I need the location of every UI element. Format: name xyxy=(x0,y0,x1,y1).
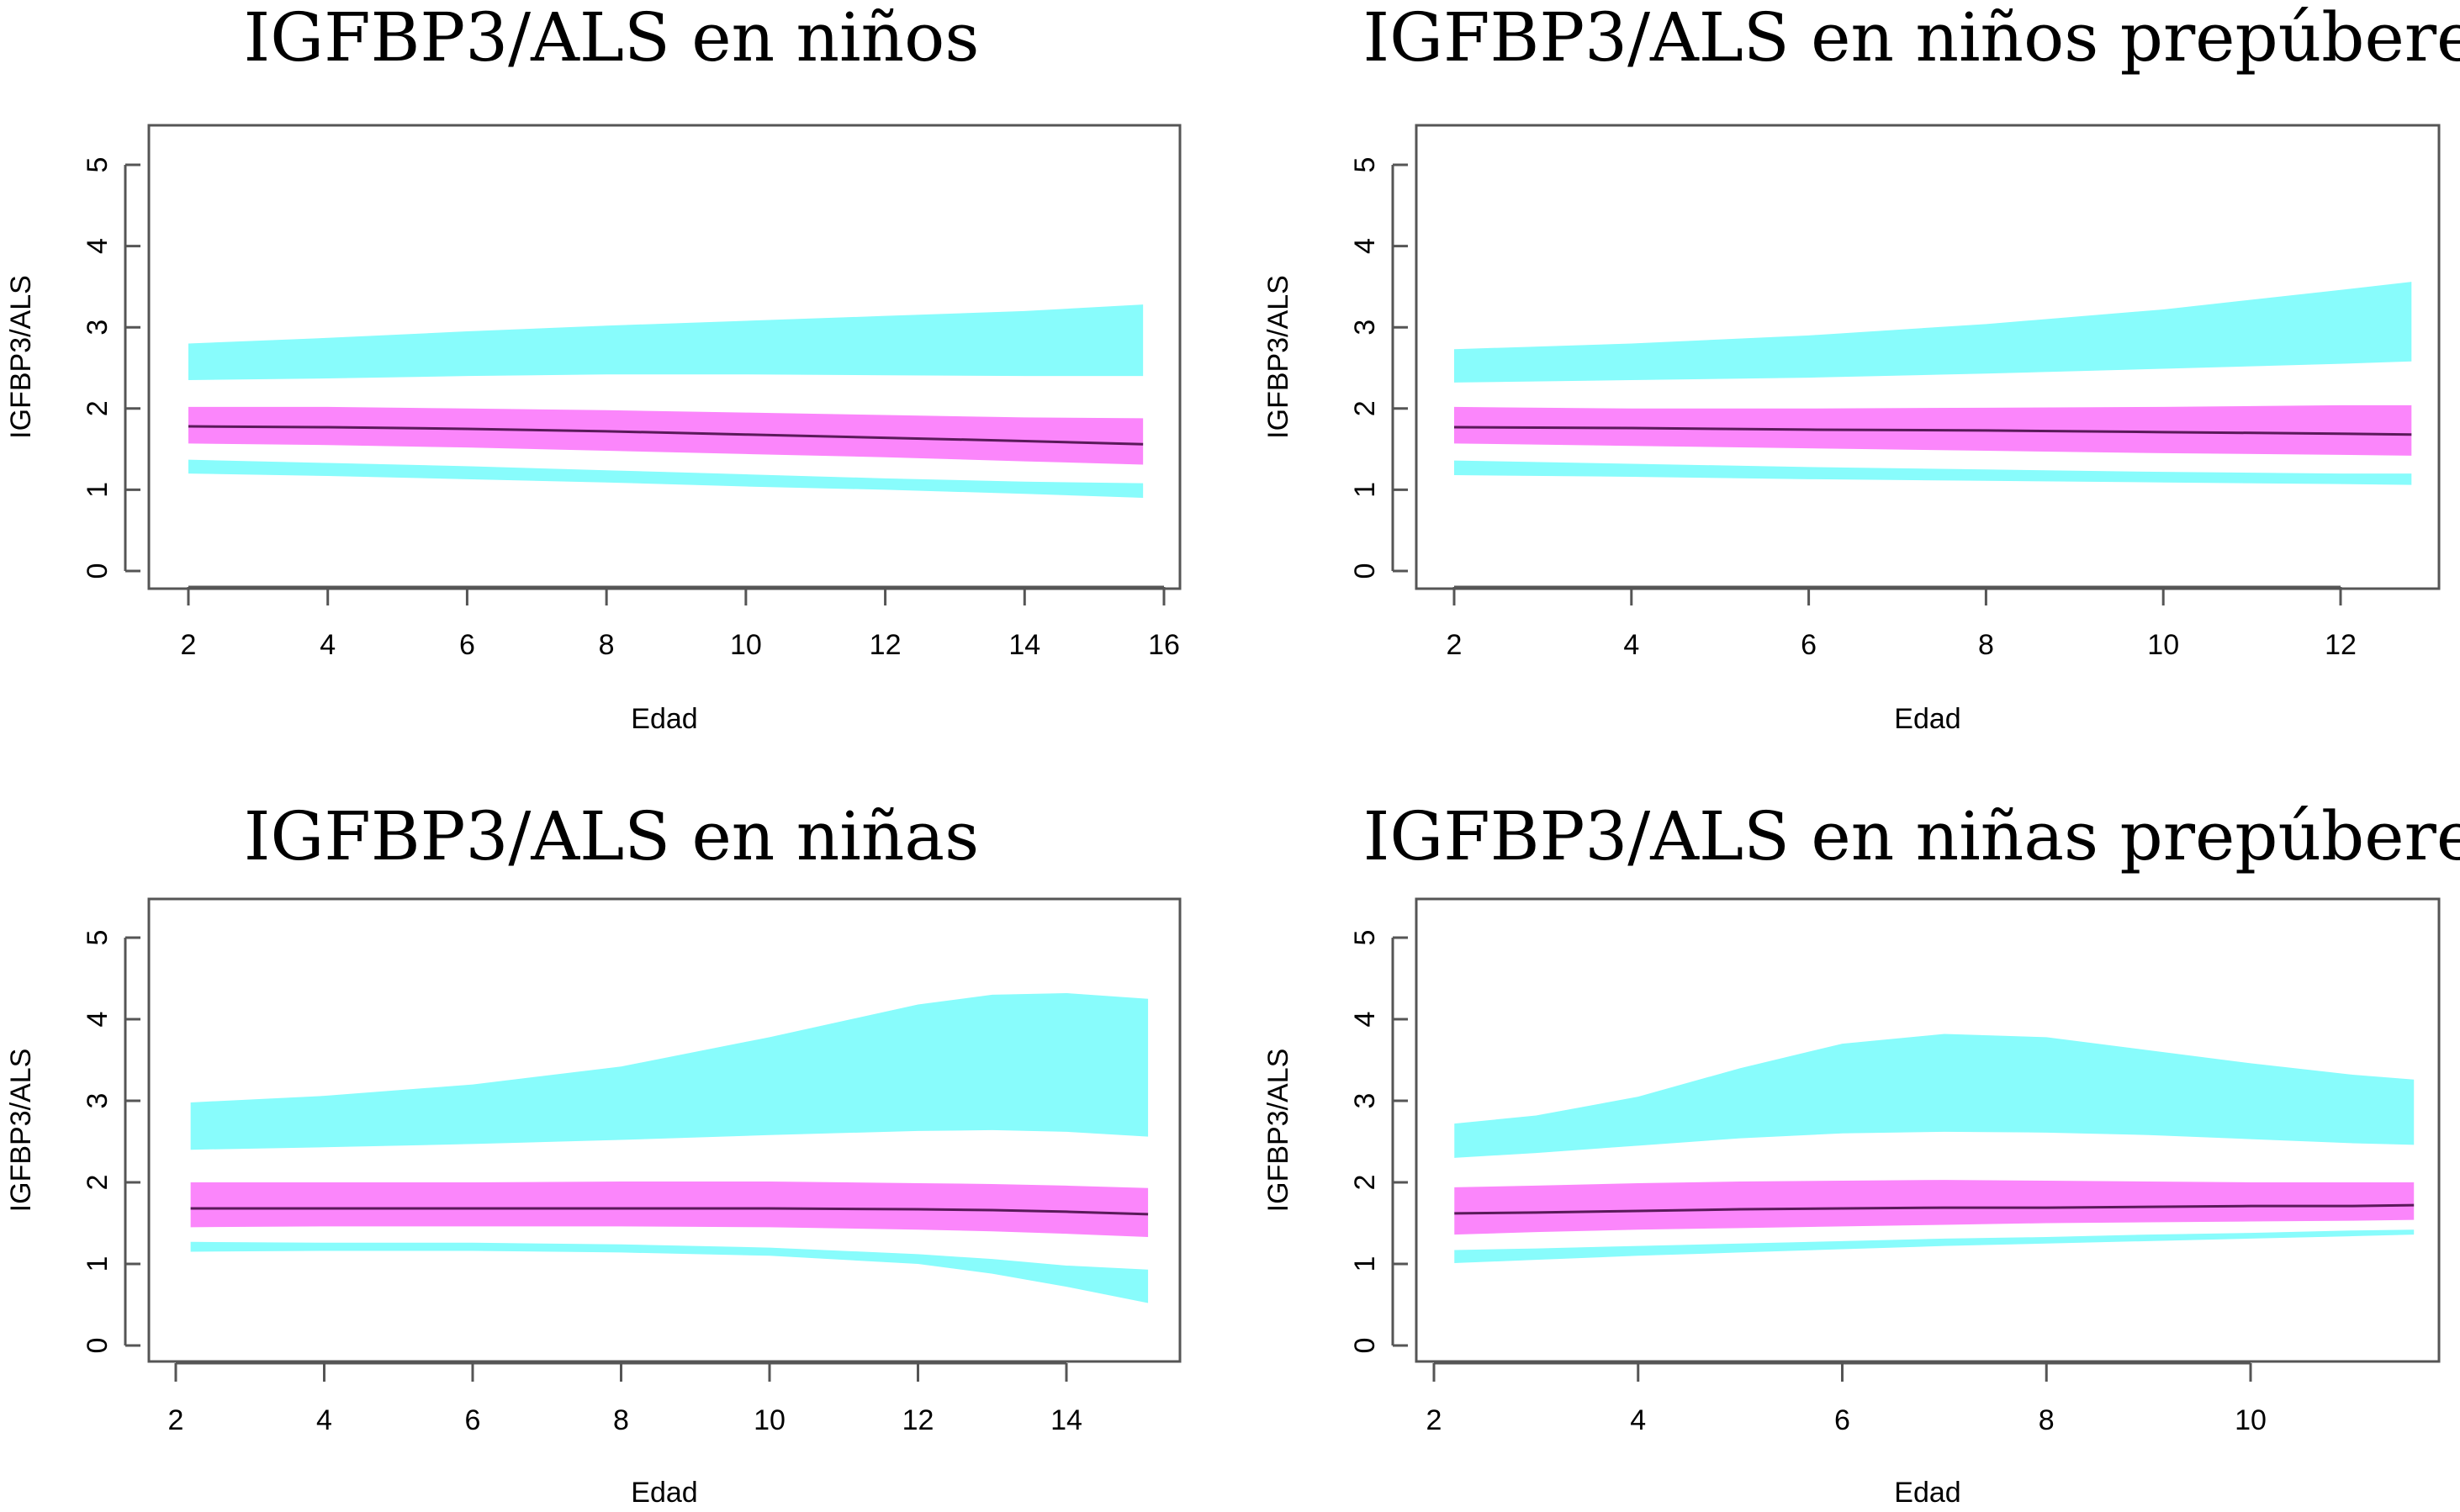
y-axis-label: IGFBP3/ALS xyxy=(1262,1049,1294,1213)
x-tick-label: 6 xyxy=(1834,1404,1850,1436)
x-tick-label: 6 xyxy=(459,629,475,661)
x-tick-label: 10 xyxy=(2235,1404,2267,1436)
x-tick-label: 8 xyxy=(1978,629,1994,661)
y-tick-label: 5 xyxy=(1349,157,1381,173)
y-tick-label: 1 xyxy=(1349,482,1381,498)
y-tick-label: 1 xyxy=(82,482,114,498)
plot-frame xyxy=(1415,897,2441,1363)
y-tick-label: 4 xyxy=(82,1012,114,1028)
y-tick-label: 0 xyxy=(1349,1338,1381,1354)
y-tick-label: 5 xyxy=(82,157,114,173)
x-tick-label: 8 xyxy=(613,1404,629,1436)
x-tick-label: 8 xyxy=(599,629,615,661)
y-tick-label: 4 xyxy=(82,238,114,254)
y-tick-label: 3 xyxy=(1349,1093,1381,1109)
chart-title: IGFBP3/ALS en niños prepúberes xyxy=(1363,0,2460,77)
y-tick-label: 1 xyxy=(1349,1256,1381,1272)
y-tick-label: 0 xyxy=(82,1338,114,1354)
x-tick-label: 12 xyxy=(870,629,902,661)
lower-outer-band xyxy=(188,459,1144,499)
median-line xyxy=(188,425,1144,446)
x-tick-label: 6 xyxy=(1801,629,1817,661)
x-tick-label: 2 xyxy=(168,1404,184,1436)
y-axis-label: IGFBP3/ALS xyxy=(1262,275,1294,439)
y-axis-label: IGFBP3/ALS xyxy=(5,1049,37,1213)
x-tick-label: 12 xyxy=(902,1404,934,1436)
y-tick-label: 5 xyxy=(1349,930,1381,946)
x-tick-label: 14 xyxy=(1050,1404,1082,1436)
chart-title: IGFBP3/ALS en niñas prepúberes xyxy=(1363,797,2460,875)
x-tick-label: 6 xyxy=(465,1404,481,1436)
x-axis-label: Edad xyxy=(1894,703,1960,735)
x-axis-label: Edad xyxy=(631,703,697,735)
x-tick-label: 12 xyxy=(2325,629,2357,661)
x-tick-label: 10 xyxy=(730,629,762,661)
x-tick-label: 10 xyxy=(2147,629,2179,661)
upper-outer-band xyxy=(1454,1034,2415,1158)
y-tick-label: 2 xyxy=(82,1175,114,1191)
lower-outer-band xyxy=(1454,1229,2415,1264)
lower-outer-band xyxy=(1454,460,2412,485)
x-tick-label: 2 xyxy=(181,629,197,661)
x-tick-label: 10 xyxy=(754,1404,786,1436)
y-tick-label: 3 xyxy=(1349,320,1381,336)
lower-outer-band xyxy=(190,1241,1149,1303)
median-line xyxy=(1453,426,2412,436)
x-axis-label: Edad xyxy=(1894,1477,1960,1509)
y-tick-label: 2 xyxy=(82,400,114,416)
upper-outer-band xyxy=(1454,282,2412,383)
x-axis-label: Edad xyxy=(631,1477,697,1509)
plot-frame xyxy=(147,897,1182,1363)
median-line xyxy=(190,1207,1149,1216)
y-tick-label: 0 xyxy=(1349,563,1381,579)
y-tick-label: 3 xyxy=(82,320,114,336)
chart-title: IGFBP3/ALS en niños xyxy=(244,0,980,77)
panel-4: IGFBP3/ALS en niñas prepúberes 0 1 2 3 4 5 2 4 6 8… xyxy=(1262,797,2460,1509)
plot-frame xyxy=(147,124,1182,590)
chart-title: IGFBP3/ALS en niñas xyxy=(244,797,979,875)
x-tick-label: 4 xyxy=(1623,629,1639,661)
y-tick-label: 2 xyxy=(1349,400,1381,416)
x-tick-label: 4 xyxy=(320,629,336,661)
upper-outer-band xyxy=(190,992,1149,1150)
y-tick-label: 4 xyxy=(1349,1012,1381,1028)
inner-band xyxy=(188,406,1144,465)
y-tick-label: 3 xyxy=(82,1093,114,1109)
x-tick-label: 2 xyxy=(1447,629,1463,661)
plot-frame xyxy=(1415,124,2441,590)
y-tick-label: 2 xyxy=(1349,1175,1381,1191)
x-tick-label: 14 xyxy=(1008,629,1040,661)
y-tick-label: 4 xyxy=(1349,238,1381,254)
y-tick-label: 1 xyxy=(82,1256,114,1272)
y-tick-label: 5 xyxy=(82,930,114,946)
y-tick-label: 0 xyxy=(82,563,114,579)
x-tick-label: 4 xyxy=(316,1404,332,1436)
x-tick-label: 2 xyxy=(1426,1404,1442,1436)
x-tick-label: 16 xyxy=(1148,629,1180,661)
y-axis-label: IGFBP3/ALS xyxy=(5,275,37,439)
x-tick-label: 8 xyxy=(2039,1404,2055,1436)
median-line xyxy=(1454,1203,2415,1215)
upper-outer-band xyxy=(188,304,1144,380)
x-tick-label: 4 xyxy=(1630,1404,1646,1436)
